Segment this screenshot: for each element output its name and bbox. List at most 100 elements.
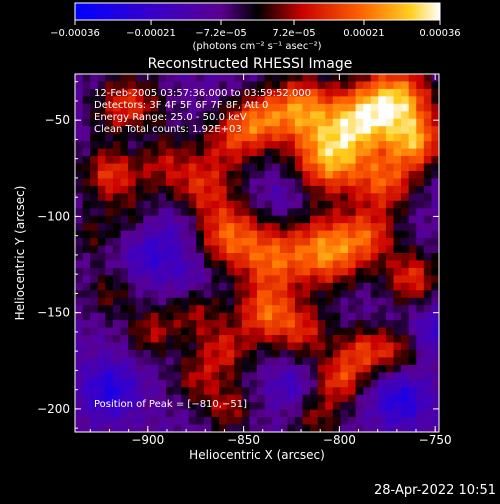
heatmap-cell (234, 200, 243, 209)
heatmap-cell (287, 424, 296, 432)
heatmap-cell (325, 267, 334, 276)
heatmap-cell (348, 126, 356, 135)
heatmap-cell (82, 193, 91, 202)
heatmap-cell (241, 193, 250, 202)
heatmap-cell (90, 193, 99, 202)
heatmap-cell (340, 170, 349, 179)
heatmap-cell (82, 349, 91, 358)
heatmap-cell (105, 349, 114, 358)
heatmap-cell (408, 320, 417, 328)
heatmap-cell (105, 223, 114, 232)
heatmap-cell (272, 81, 281, 90)
heatmap-cell (325, 409, 334, 418)
colorbar-tick-label: 7.2e−05 (272, 28, 315, 39)
heatmap-cell (211, 260, 220, 269)
heatmap-cell (112, 208, 121, 217)
plot-frame (74, 73, 440, 433)
heatmap-cell (317, 305, 326, 314)
heatmap-cell (393, 417, 402, 425)
heatmap-cell (401, 327, 410, 336)
heatmap-cell (408, 402, 417, 411)
heatmap-cell (203, 126, 212, 135)
heatmap-cell (279, 118, 288, 127)
heatmap-cell (211, 305, 220, 314)
heatmap-cell (211, 290, 220, 299)
heatmap-cell (317, 290, 326, 299)
heatmap-cell (340, 193, 349, 202)
heatmap-cell (234, 394, 243, 403)
heatmap-cell (234, 170, 243, 179)
heatmap-cell (150, 88, 159, 97)
heatmap-cell (302, 267, 311, 276)
heatmap-cell (196, 297, 205, 306)
heatmap-cell (317, 88, 326, 97)
heatmap-cell (150, 208, 159, 217)
heatmap-cell (226, 305, 235, 314)
heatmap-cell (150, 103, 159, 112)
heatmap-cell (302, 320, 311, 328)
heatmap-cell (105, 156, 114, 164)
heatmap-cell (112, 267, 121, 276)
heatmap-cell (249, 267, 258, 276)
heatmap-cell (120, 335, 129, 343)
heatmap-cell (143, 253, 152, 261)
heatmap-cell (287, 230, 296, 239)
heatmap-cell (158, 357, 167, 366)
heatmap-cell (416, 245, 425, 254)
heatmap-cell (97, 103, 106, 112)
heatmap-cell (105, 103, 114, 112)
heatmap-cell (279, 96, 288, 105)
heatmap-cell (188, 424, 197, 432)
heatmap-cell (173, 409, 182, 418)
heatmap-cell (90, 342, 99, 351)
heatmap-cell (272, 223, 281, 232)
heatmap-cell (196, 238, 205, 246)
heatmap-cell (294, 253, 303, 261)
heatmap-cell (97, 200, 106, 209)
heatmap-cell (332, 126, 341, 135)
heatmap-cell (173, 290, 182, 299)
heatmap-cell (158, 96, 167, 105)
heatmap-cell (173, 178, 182, 187)
heatmap-cell (310, 223, 319, 232)
heatmap-cell (431, 200, 439, 209)
heatmap-cell (97, 238, 106, 246)
heatmap-cell (294, 178, 303, 187)
heatmap-cell (219, 178, 228, 187)
heatmap-cell (416, 394, 425, 403)
heatmap-cell (97, 312, 106, 321)
heatmap-cell (393, 260, 402, 269)
heatmap-cell (302, 275, 311, 284)
heatmap-cell (393, 111, 402, 120)
x-tick-label: −850 (227, 433, 260, 447)
heatmap-cell (294, 327, 303, 336)
heatmap-cell (90, 88, 99, 97)
heatmap-cell (90, 417, 99, 425)
heatmap-cell (272, 349, 281, 358)
heatmap-cell (287, 364, 296, 373)
heatmap-cell (287, 208, 296, 217)
heatmap-cell (431, 238, 439, 246)
heatmap-cell (348, 364, 356, 373)
heatmap-cell (203, 342, 212, 351)
heatmap-cell (90, 327, 99, 336)
heatmap-cell (234, 320, 243, 328)
heatmap-cell (188, 103, 197, 112)
heatmap-cell (408, 96, 417, 105)
heatmap-cell (264, 387, 273, 396)
heatmap-cell (150, 349, 159, 358)
heatmap-cell (423, 387, 432, 396)
heatmap-cell (105, 290, 114, 299)
heatmap-cell (408, 230, 417, 239)
heatmap-cell (82, 133, 91, 142)
heatmap-cell (234, 133, 243, 142)
heatmap-cell (401, 282, 410, 291)
heatmap-cell (408, 372, 417, 381)
heatmap-cell (393, 170, 402, 179)
heatmap-cell (332, 133, 341, 142)
annotation-energy: Energy Range: 25.0 - 50.0 keV (94, 112, 247, 123)
heatmap-cell (166, 200, 174, 209)
heatmap-cell (188, 275, 197, 284)
heatmap-cell (226, 417, 235, 425)
heatmap-cell (105, 342, 114, 351)
